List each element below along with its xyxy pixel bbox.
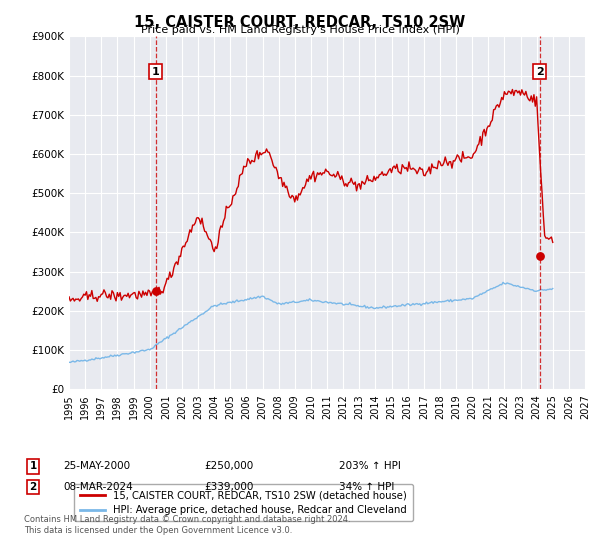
Text: 203% ↑ HPI: 203% ↑ HPI (339, 461, 401, 472)
Legend: 15, CAISTER COURT, REDCAR, TS10 2SW (detached house), HPI: Average price, detach: 15, CAISTER COURT, REDCAR, TS10 2SW (det… (74, 484, 413, 521)
Point (535, 252, 544, 261)
Point (151, 287, 161, 296)
Text: This data is licensed under the Open Government Licence v3.0.: This data is licensed under the Open Gov… (24, 526, 292, 535)
Text: 1: 1 (152, 67, 160, 77)
Text: 2: 2 (536, 67, 544, 77)
Text: Contains HM Land Registry data © Crown copyright and database right 2024.: Contains HM Land Registry data © Crown c… (24, 515, 350, 524)
Text: £250,000: £250,000 (204, 461, 253, 472)
Text: 25-MAY-2000: 25-MAY-2000 (63, 461, 130, 472)
Text: 2: 2 (29, 482, 37, 492)
Text: 15, CAISTER COURT, REDCAR, TS10 2SW: 15, CAISTER COURT, REDCAR, TS10 2SW (134, 15, 466, 30)
Text: 1: 1 (29, 461, 37, 472)
Text: £339,000: £339,000 (204, 482, 253, 492)
Text: 34% ↑ HPI: 34% ↑ HPI (339, 482, 394, 492)
Text: 08-MAR-2024: 08-MAR-2024 (63, 482, 133, 492)
Text: Price paid vs. HM Land Registry's House Price Index (HPI): Price paid vs. HM Land Registry's House … (140, 25, 460, 35)
